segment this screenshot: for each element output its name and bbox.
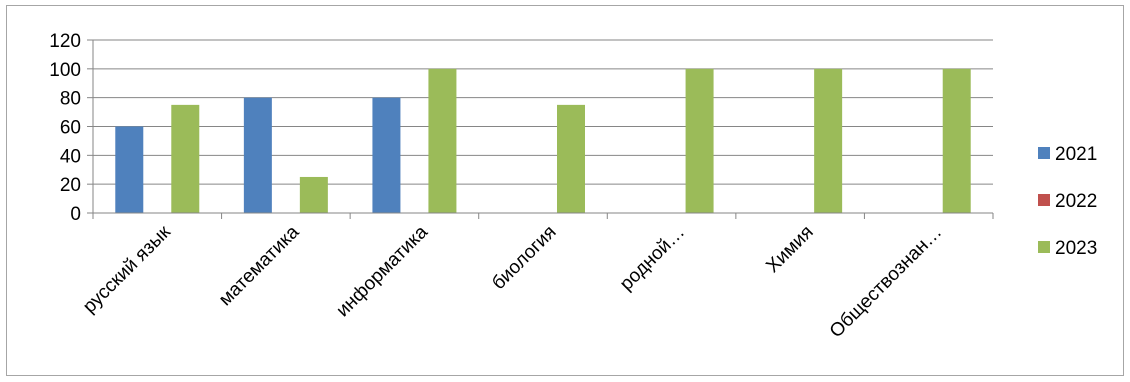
bar-2023-1 [299, 176, 328, 213]
y-tick-label: 0 [70, 204, 81, 225]
legend-label-2021: 2021 [1055, 144, 1097, 165]
x-category-label: биология [488, 222, 560, 294]
bars [115, 68, 971, 213]
legend: 2021 2022 2023 [1038, 144, 1097, 259]
x-category-label: родной… [616, 222, 689, 295]
y-tick-label: 80 [60, 89, 81, 110]
bar-2021-0 [115, 126, 144, 213]
bar-2021-1 [243, 97, 272, 213]
legend-swatch-2023 [1038, 241, 1050, 253]
y-tick-label: 60 [60, 118, 81, 139]
legend-swatch-2021 [1038, 147, 1050, 159]
bar-2021-2 [372, 97, 401, 213]
y-axis-ticks: 0 20 40 60 80 100 120 [49, 31, 81, 225]
y-tick-label: 100 [49, 60, 81, 81]
bar-2023-5 [814, 68, 843, 213]
y-tick-label: 120 [49, 31, 81, 52]
bar-2023-0 [171, 104, 200, 213]
legend-swatch-2022 [1038, 194, 1050, 206]
x-axis-labels: русский язык математика информатика биологи… [79, 221, 946, 342]
axes [87, 39, 994, 219]
x-category-label: Обществознан… [826, 222, 946, 342]
bar-2023-3 [557, 104, 585, 213]
y-tick-label: 40 [60, 146, 81, 167]
bar-2023-2 [428, 68, 457, 213]
x-category-label: русский язык [79, 221, 175, 317]
x-category-label: математика [215, 221, 304, 310]
x-category-label: Химия [762, 222, 817, 277]
bar-2023-6 [942, 68, 971, 213]
y-tick-label: 20 [60, 175, 81, 196]
gridlines [93, 39, 993, 185]
legend-label-2022: 2022 [1055, 191, 1097, 212]
legend-label-2023: 2023 [1055, 238, 1097, 259]
bar-2023-4 [685, 68, 714, 213]
x-category-label: информатика [332, 221, 432, 321]
